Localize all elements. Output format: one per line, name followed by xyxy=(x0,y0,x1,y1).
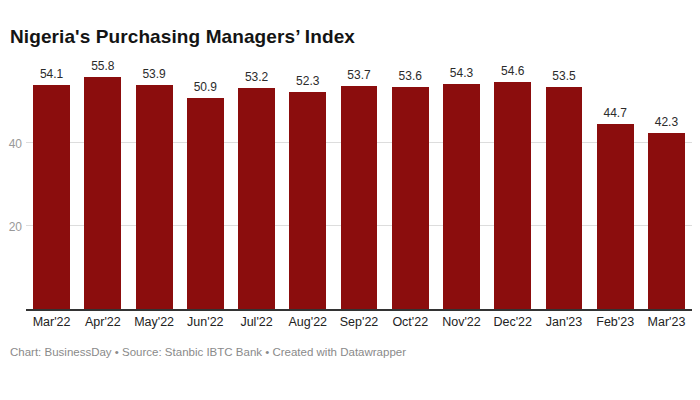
x-tick-label: Oct'22 xyxy=(385,316,436,329)
bar-column-mar23: 42.3 xyxy=(641,60,692,309)
plot-area: 54.1 55.8 53.9 50.9 53.2 52.3 53.7 53.6 54.3 54.6… xyxy=(26,60,692,311)
bar-value-label: 53.7 xyxy=(347,69,370,81)
x-axis: Mar'22Apr'22May'22Jun'22Jul'22Aug'22Sep'… xyxy=(26,316,692,329)
bar-value-label: 54.3 xyxy=(450,67,473,79)
bar xyxy=(546,87,583,309)
bar-value-label: 53.6 xyxy=(399,70,422,82)
x-tick-label: Mar'22 xyxy=(26,316,77,329)
x-tick-label: Mar'23 xyxy=(641,316,692,329)
bar xyxy=(341,86,378,309)
bar-column-jul22: 53.2 xyxy=(231,60,282,309)
bar xyxy=(84,77,121,309)
bar-value-label: 54.6 xyxy=(501,65,524,77)
bar xyxy=(289,92,326,309)
y-axis: 2040 xyxy=(0,60,22,311)
bar-column-sep22: 53.7 xyxy=(333,60,384,309)
y-tick-label-40: 40 xyxy=(0,138,22,150)
bar-value-label: 52.3 xyxy=(296,75,319,87)
x-tick-label: Jan'23 xyxy=(538,316,589,329)
bar xyxy=(33,85,70,310)
bar xyxy=(443,84,480,309)
x-tick-label: May'22 xyxy=(128,316,179,329)
bar xyxy=(494,82,531,309)
bar-column-feb23: 44.7 xyxy=(590,60,641,309)
bar-column-aug22: 52.3 xyxy=(282,60,333,309)
bar-value-label: 44.7 xyxy=(604,107,627,119)
bar-value-label: 50.9 xyxy=(194,81,217,93)
x-tick-label: Feb'23 xyxy=(590,316,641,329)
bar-series: 54.1 55.8 53.9 50.9 53.2 52.3 53.7 53.6 54.3 54.6… xyxy=(26,60,692,309)
bar xyxy=(648,133,685,309)
bar-column-jun22: 50.9 xyxy=(180,60,231,309)
chart-container: Nigeria's Purchasing Managers’ Index 204… xyxy=(0,0,700,400)
bar-column-nov22: 54.3 xyxy=(436,60,487,309)
bar-column-apr22: 55.8 xyxy=(77,60,128,309)
x-tick-label: Apr'22 xyxy=(77,316,128,329)
bar xyxy=(597,124,634,310)
bar-column-dec22: 54.6 xyxy=(487,60,538,309)
x-tick-label: Nov'22 xyxy=(436,316,487,329)
bar-column-may22: 53.9 xyxy=(128,60,179,309)
chart-footer-credit: Chart: BusinessDay • Source: Stanbic IBT… xyxy=(10,346,406,358)
x-tick-label: Jul'22 xyxy=(231,316,282,329)
bar xyxy=(187,98,224,309)
y-tick-label-20: 20 xyxy=(0,221,22,233)
bar-value-label: 53.5 xyxy=(552,70,575,82)
bar-column-jan23: 53.5 xyxy=(538,60,589,309)
bar xyxy=(392,87,429,309)
x-tick-label: Jun'22 xyxy=(180,316,231,329)
chart-title: Nigeria's Purchasing Managers’ Index xyxy=(10,26,355,48)
bar-value-label: 42.3 xyxy=(655,116,678,128)
x-tick-label: Aug'22 xyxy=(282,316,333,329)
bar-column-mar22: 54.1 xyxy=(26,60,77,309)
bar-value-label: 53.2 xyxy=(245,71,268,83)
bar xyxy=(136,85,173,309)
bar-value-label: 55.8 xyxy=(91,60,114,72)
bar-value-label: 54.1 xyxy=(40,68,63,80)
bar xyxy=(238,88,275,309)
x-tick-label: Sep'22 xyxy=(333,316,384,329)
bar-column-oct22: 53.6 xyxy=(385,60,436,309)
x-tick-label: Dec'22 xyxy=(487,316,538,329)
bar-value-label: 53.9 xyxy=(142,68,165,80)
